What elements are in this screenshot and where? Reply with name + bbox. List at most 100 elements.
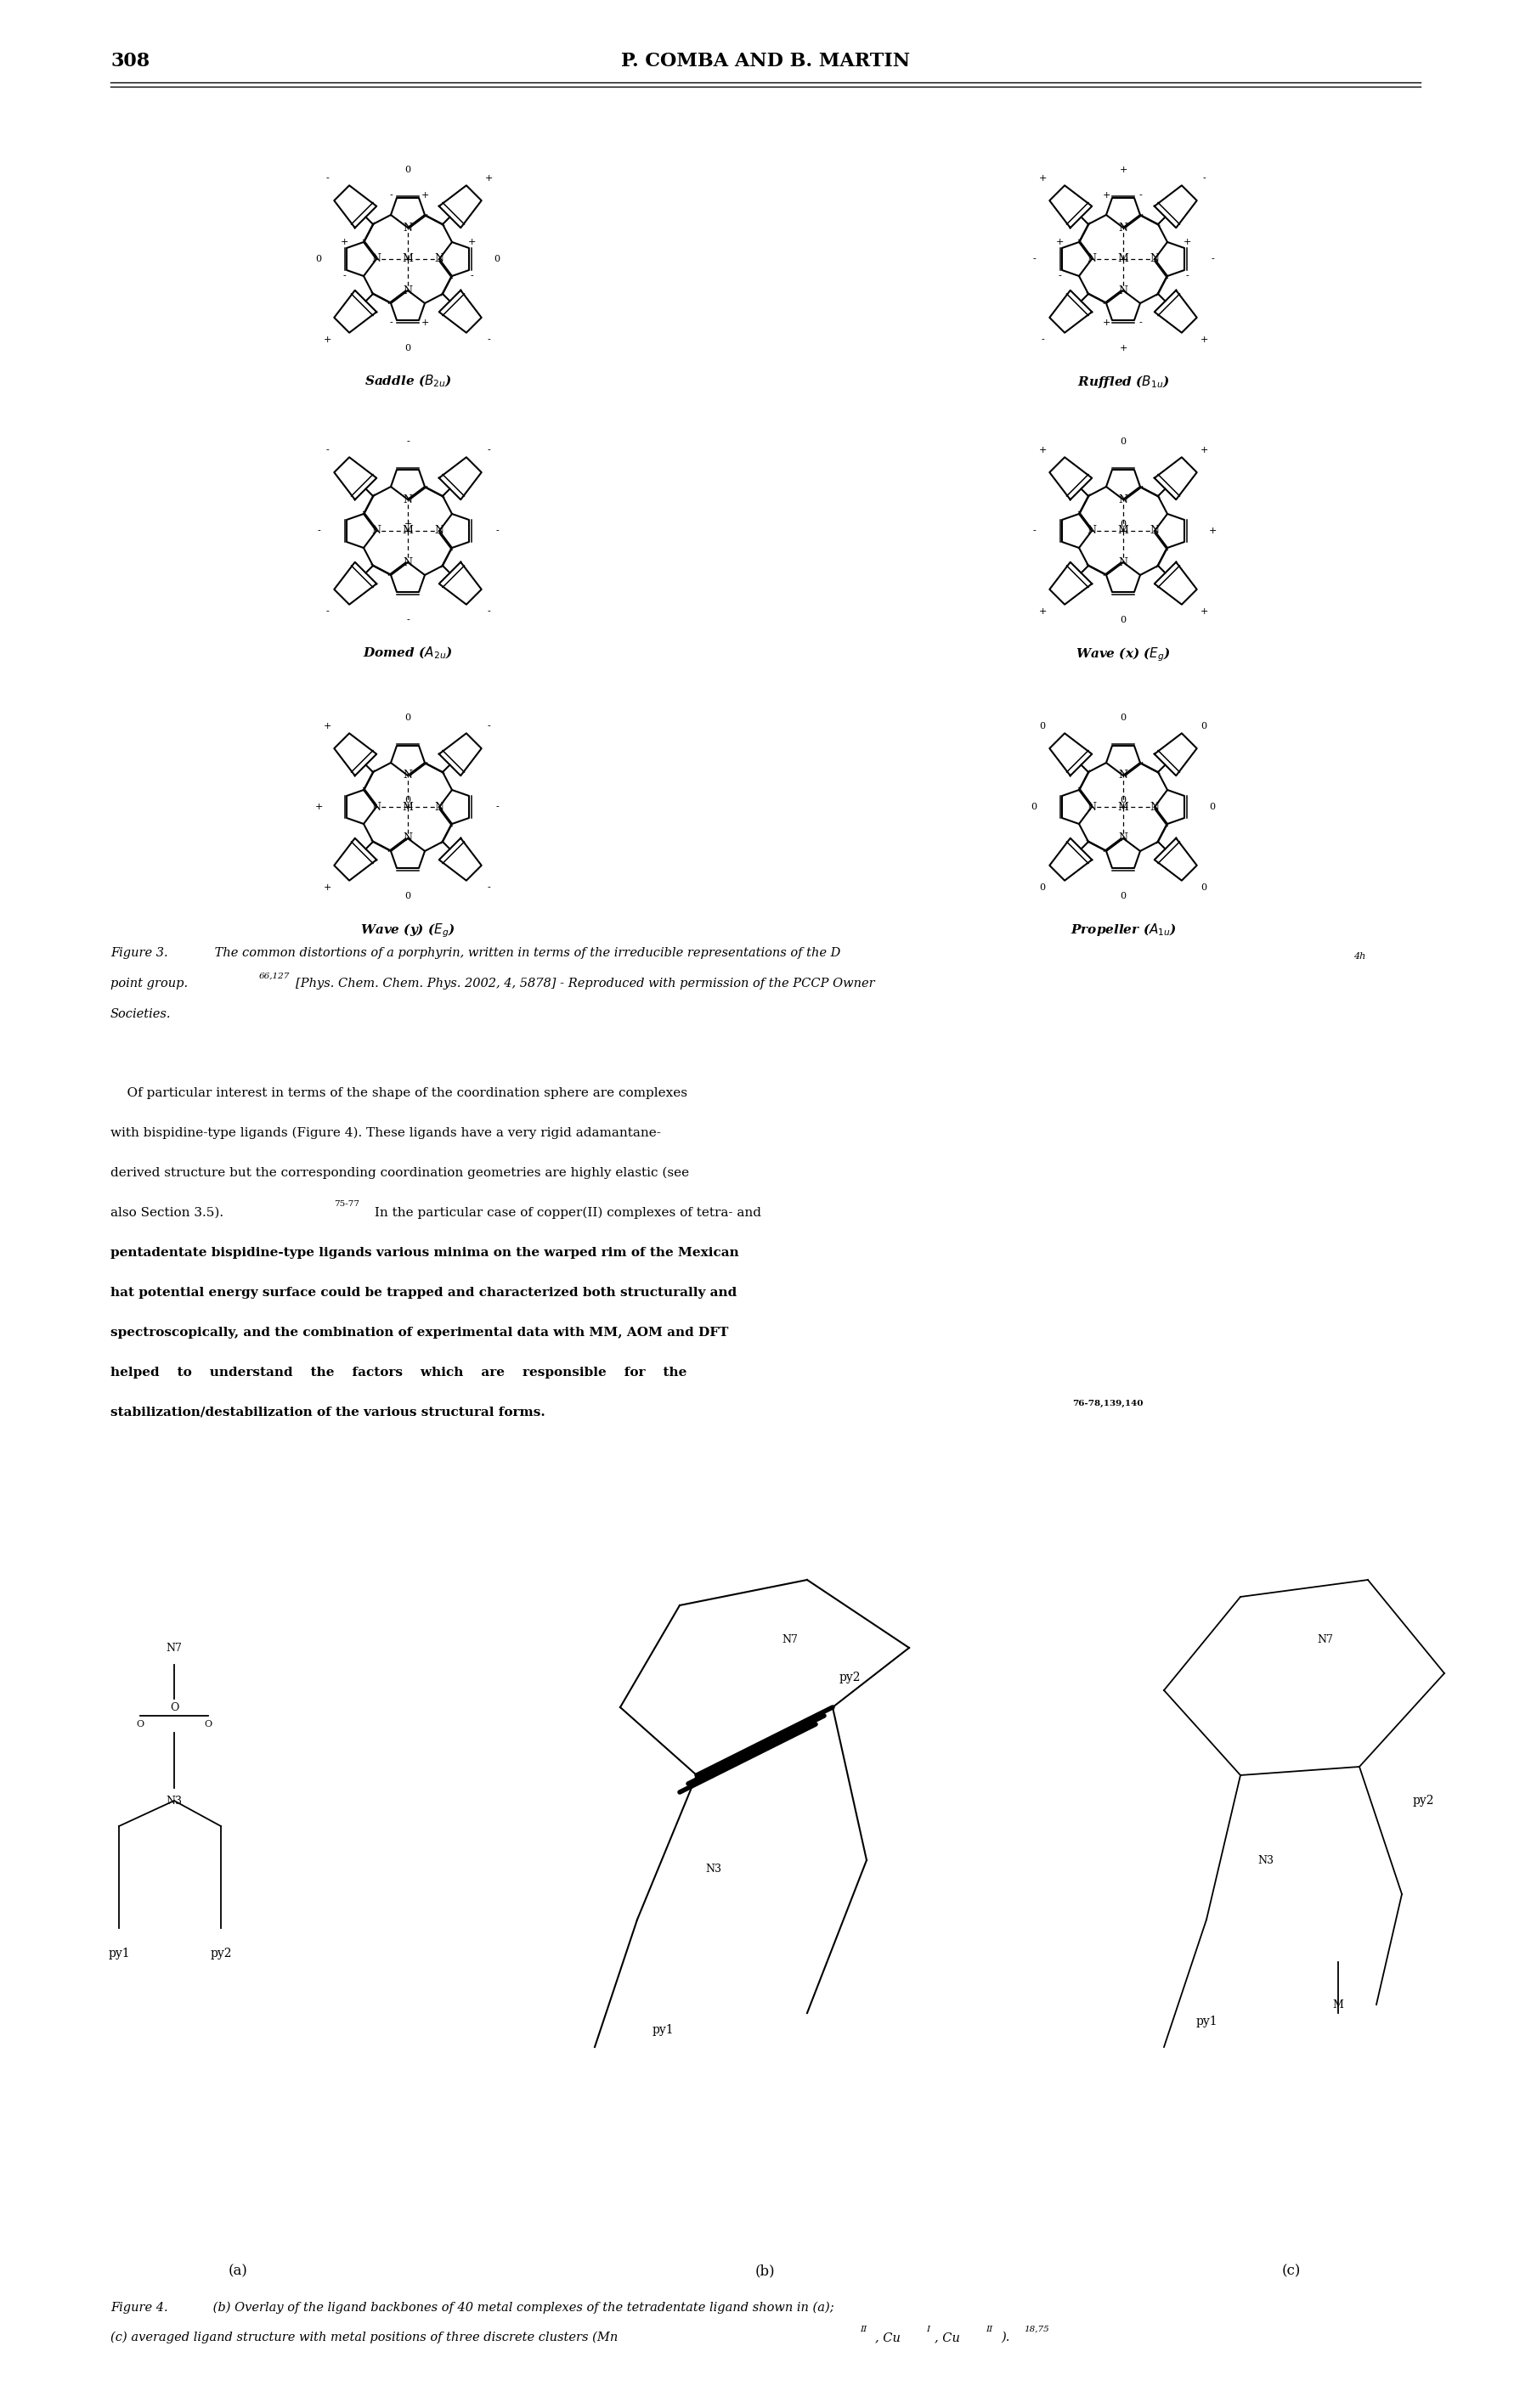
Text: pentadentate bispidine-type ligands various minima on the warped rim of the Mexi: pentadentate bispidine-type ligands vari… <box>110 1247 739 1259</box>
Text: , Cu: , Cu <box>934 2331 960 2343</box>
Text: -: - <box>326 445 329 455</box>
Text: +: + <box>404 520 412 527</box>
Text: M: M <box>1118 525 1128 537</box>
Text: py1: py1 <box>652 2025 674 2037</box>
Text: stabilization/destabilization of the various structural forms.: stabilization/destabilization of the var… <box>110 1406 545 1418</box>
Text: 0: 0 <box>404 891 410 901</box>
Text: derived structure but the corresponding coordination geometries are highly elast: derived structure but the corresponding … <box>110 1168 689 1180</box>
Text: (a): (a) <box>228 2264 248 2278</box>
Text: N3: N3 <box>1258 1854 1274 1866</box>
Text: +: + <box>1038 173 1047 183</box>
Text: [Phys. Chem. Chem. Phys. 2002, 4, 5878] - Reproduced with permission of the PCCP: [Phys. Chem. Chem. Phys. 2002, 4, 5878] … <box>295 978 874 990</box>
Text: py1: py1 <box>109 1948 130 1960</box>
Text: N: N <box>1087 253 1096 265</box>
Text: -: - <box>406 438 409 445</box>
Text: 18,75: 18,75 <box>1024 2326 1049 2333</box>
Text: 0: 0 <box>1200 722 1206 730</box>
Text: N: N <box>372 253 381 265</box>
Text: N: N <box>372 802 381 811</box>
Text: 0: 0 <box>404 344 410 352</box>
Text: II: II <box>860 2326 867 2333</box>
Text: 66,127: 66,127 <box>259 973 289 980</box>
Text: -: - <box>1041 335 1044 344</box>
Text: Figure 3.: Figure 3. <box>110 946 168 958</box>
Text: 0: 0 <box>1121 520 1127 527</box>
Text: II: II <box>986 2326 992 2333</box>
Text: +: + <box>484 173 493 183</box>
Text: +: + <box>1102 190 1110 200</box>
Text: +: + <box>1200 607 1208 616</box>
Bar <box>1108 1536 1474 2242</box>
Text: -: - <box>487 884 490 891</box>
Text: N: N <box>1119 284 1128 296</box>
Text: 75-77: 75-77 <box>334 1199 360 1209</box>
Text: N: N <box>403 771 412 780</box>
Text: Ruffled ($B_{1u}$): Ruffled ($B_{1u}$) <box>1076 373 1170 390</box>
Text: (b): (b) <box>755 2264 775 2278</box>
Text: N: N <box>403 284 412 296</box>
Text: +: + <box>421 318 429 327</box>
Text: In the particular case of copper(II) complexes of tetra- and: In the particular case of copper(II) com… <box>371 1206 761 1218</box>
Text: Propeller ($A_{1u}$): Propeller ($A_{1u}$) <box>1070 922 1176 937</box>
Text: -: - <box>326 173 329 183</box>
Text: N: N <box>1087 525 1096 537</box>
Text: spectroscopically, and the combination of experimental data with MM, AOM and DFT: spectroscopically, and the combination o… <box>110 1327 729 1339</box>
Text: py2: py2 <box>210 1948 231 1960</box>
Text: +: + <box>1208 527 1216 535</box>
Text: N: N <box>435 253 444 265</box>
Text: +: + <box>1119 344 1127 352</box>
Text: O: O <box>170 1702 179 1712</box>
Text: py2: py2 <box>1412 1794 1435 1806</box>
Text: -: - <box>326 607 329 616</box>
Text: M: M <box>403 253 413 265</box>
Text: O: O <box>136 1719 144 1729</box>
Text: N: N <box>1119 494 1128 506</box>
Text: -: - <box>1139 190 1142 200</box>
Text: N: N <box>403 222 412 234</box>
Text: 4h: 4h <box>1353 951 1366 961</box>
Text: -: - <box>389 318 392 327</box>
Text: 0: 0 <box>1121 713 1127 722</box>
Text: -: - <box>496 527 499 535</box>
Text: (c): (c) <box>1281 2264 1301 2278</box>
Text: -: - <box>487 335 490 344</box>
Text: N7: N7 <box>782 1633 798 1645</box>
Text: 0: 0 <box>1121 891 1127 901</box>
Text: 0: 0 <box>315 255 322 262</box>
Text: P. COMBA AND B. MARTIN: P. COMBA AND B. MARTIN <box>622 53 909 70</box>
Text: -: - <box>1211 255 1214 262</box>
Text: 0: 0 <box>1040 884 1046 891</box>
Text: py1: py1 <box>1196 2015 1217 2028</box>
Text: N: N <box>403 833 412 843</box>
Text: N: N <box>372 525 381 537</box>
Text: N7: N7 <box>1317 1633 1334 1645</box>
Text: +: + <box>340 238 348 246</box>
Text: -: - <box>406 616 409 624</box>
Text: N3: N3 <box>706 1864 721 1873</box>
Text: -: - <box>1058 272 1061 279</box>
Text: Wave (y) ($E_g$): Wave (y) ($E_g$) <box>360 922 455 939</box>
Text: (c) averaged ligand structure with metal positions of three discrete clusters (M: (c) averaged ligand structure with metal… <box>110 2331 619 2343</box>
Text: +: + <box>323 335 331 344</box>
Text: N: N <box>1150 525 1159 537</box>
Text: N: N <box>1119 771 1128 780</box>
Text: -: - <box>343 272 346 279</box>
Bar <box>55 1536 421 2242</box>
Text: +: + <box>1200 335 1208 344</box>
Text: N: N <box>403 494 412 506</box>
Text: M: M <box>403 802 413 811</box>
Text: 76-78,139,140: 76-78,139,140 <box>1072 1399 1144 1406</box>
Text: Saddle ($B_{2u}$): Saddle ($B_{2u}$) <box>364 373 452 390</box>
Text: (b) Overlay of the ligand backbones of 40 metal complexes of the tetradentate li: (b) Overlay of the ligand backbones of 4… <box>210 2302 834 2314</box>
Text: N: N <box>1150 253 1159 265</box>
Text: point group.: point group. <box>110 978 188 990</box>
Text: +: + <box>1119 166 1127 173</box>
Text: N: N <box>1119 833 1128 843</box>
Text: -: - <box>1139 318 1142 327</box>
Text: N: N <box>1150 802 1159 811</box>
Text: Wave (x) ($E_g$): Wave (x) ($E_g$) <box>1076 645 1171 662</box>
Text: N: N <box>403 556 412 568</box>
Text: -: - <box>1032 527 1035 535</box>
Text: M: M <box>1332 1999 1344 2011</box>
Text: +: + <box>467 238 476 246</box>
